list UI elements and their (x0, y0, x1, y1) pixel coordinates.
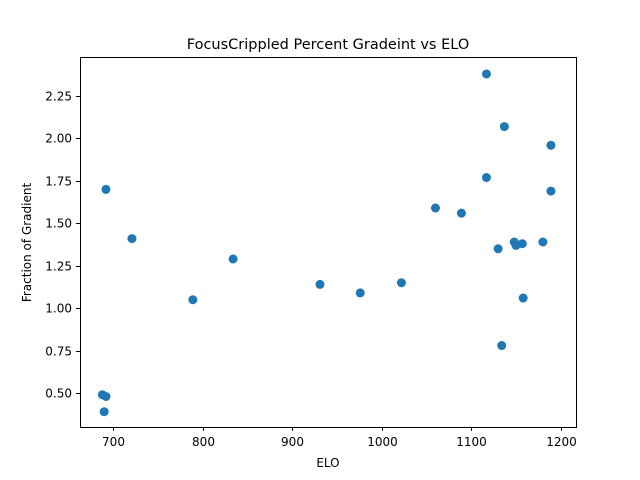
data-point (101, 184, 111, 194)
data-point (481, 69, 491, 79)
y-tick-label: 1.00 (45, 302, 72, 316)
x-tick-label: 1000 (367, 435, 398, 449)
data-point (499, 122, 509, 132)
x-tick-label: 800 (192, 435, 215, 449)
data-points (97, 69, 556, 417)
data-point (497, 341, 507, 351)
x-tick-label: 1200 (546, 435, 577, 449)
data-point (517, 239, 527, 249)
chart-title: FocusCrippled Percent Gradeint vs ELO (187, 37, 469, 53)
data-point (396, 278, 406, 288)
x-tick-label: 900 (281, 435, 304, 449)
y-tick-label: 1.75 (45, 175, 72, 189)
y-tick-label: 2.25 (45, 90, 72, 104)
data-point (546, 186, 556, 196)
data-point (188, 295, 198, 305)
y-tick-label: 2.00 (45, 132, 72, 146)
y-tick-label: 0.75 (45, 345, 72, 359)
data-point (355, 288, 365, 298)
y-tick-label: 1.25 (45, 260, 72, 274)
data-point (127, 234, 137, 244)
y-axis: 0.50 0.75 1.00 1.25 1.50 1.75 2.00 2.25 (45, 90, 80, 401)
data-point (518, 293, 528, 303)
data-point (101, 391, 111, 401)
data-point (430, 203, 440, 213)
data-point (481, 173, 491, 183)
x-tick-label: 1100 (456, 435, 487, 449)
data-point (538, 237, 548, 247)
y-tick-label: 0.50 (45, 387, 72, 401)
x-tick-label: 700 (102, 435, 125, 449)
data-point (456, 208, 466, 218)
x-axis-label: ELO (316, 456, 339, 470)
data-point (493, 244, 503, 254)
y-axis-label: Fraction of Gradient (20, 183, 34, 303)
x-axis: 700 800 900 1000 1100 1200 (102, 427, 577, 449)
data-point (228, 254, 238, 264)
y-tick-label: 1.50 (45, 217, 72, 231)
axes-frame (80, 57, 577, 428)
data-point (99, 407, 109, 417)
data-point (546, 140, 556, 150)
data-point (315, 279, 325, 289)
